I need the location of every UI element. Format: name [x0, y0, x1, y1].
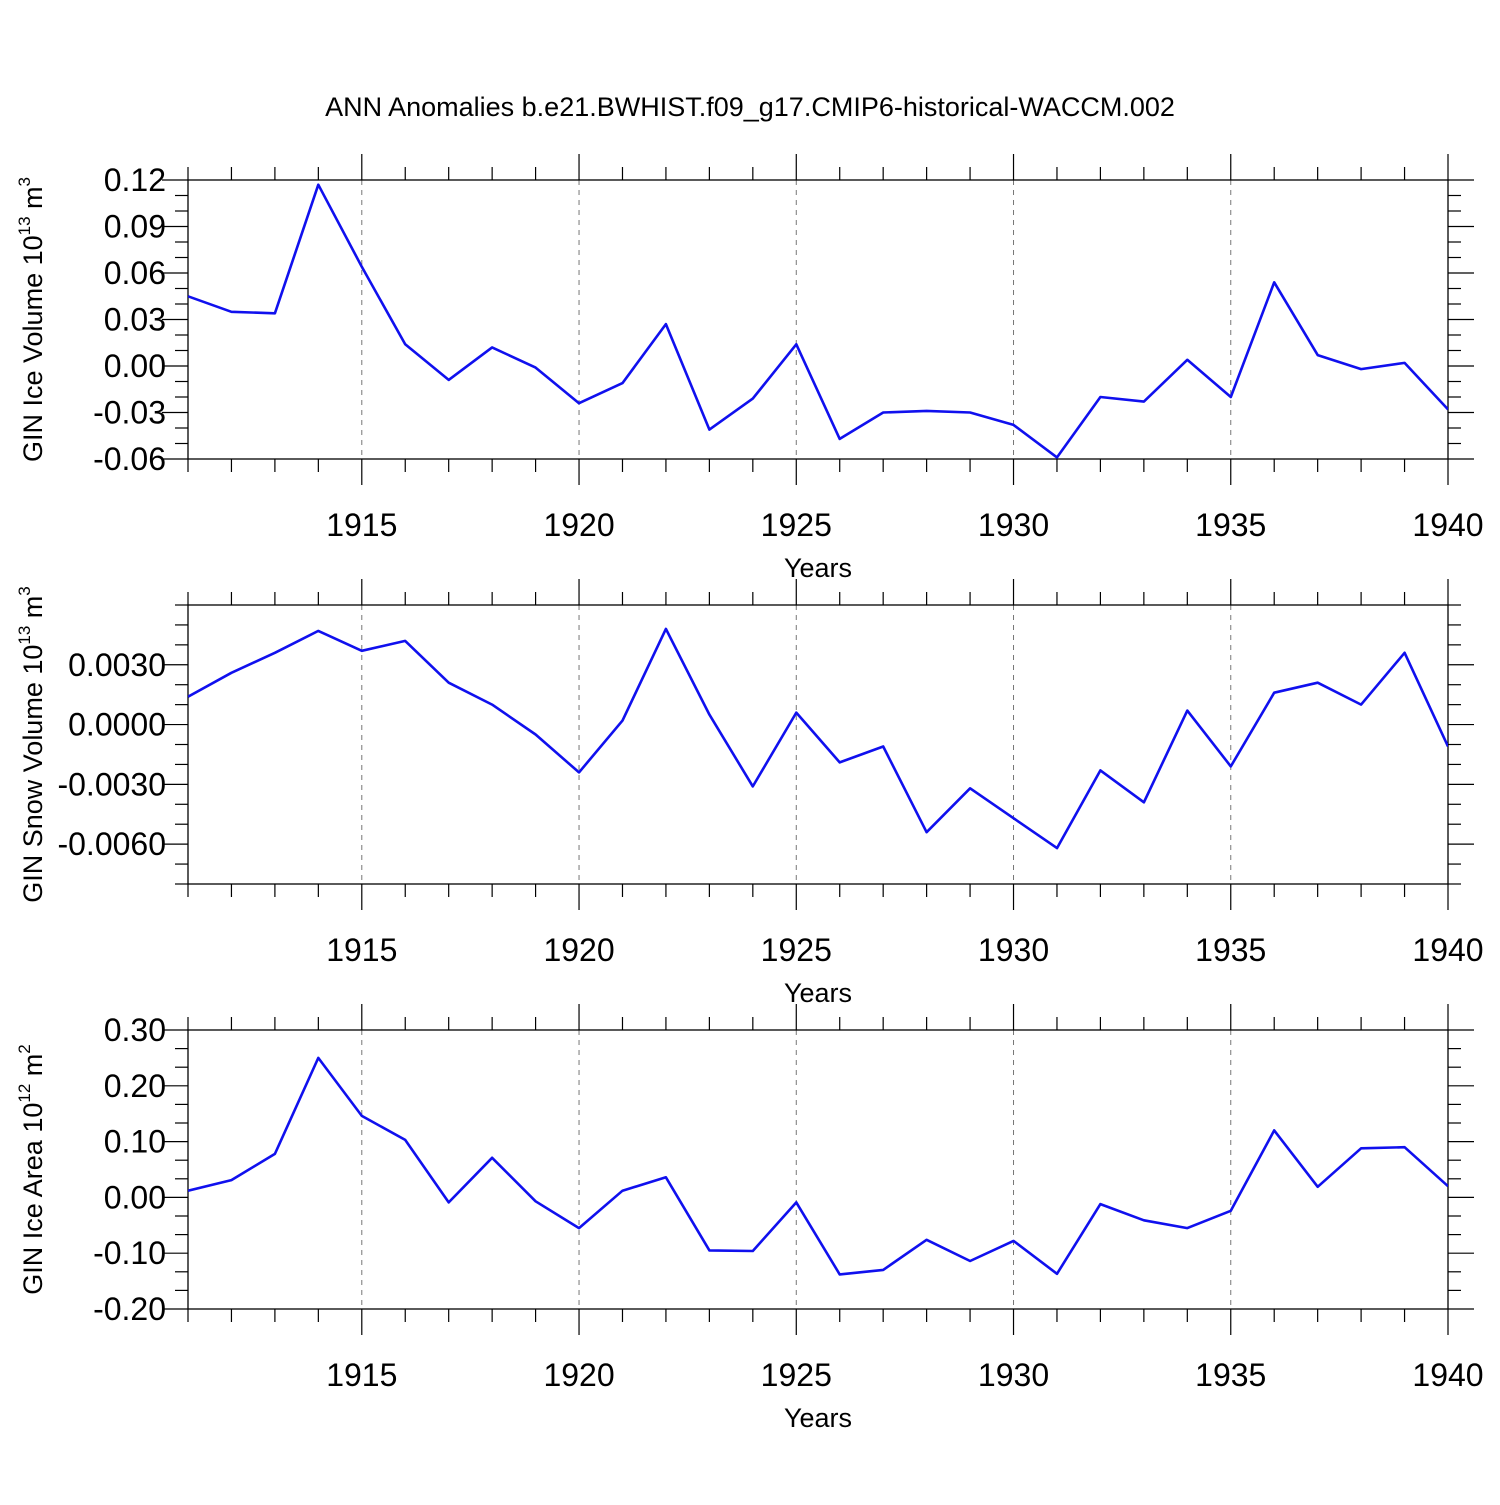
x-tick-label: 1940 [1412, 1357, 1483, 1393]
chart-panel-3: 0.30 0.20 0.10 0.00 -0.10 -0.20 1915 1920 1925 19… [15, 1004, 1484, 1433]
y-tick-label: -0.0060 [57, 826, 166, 862]
y-tick-label: -0.0030 [57, 766, 166, 802]
y-tick-label: -0.20 [93, 1291, 166, 1327]
y-tick-label: 0.0000 [68, 707, 166, 743]
y-tick-label: 0.20 [104, 1068, 166, 1104]
series-line [188, 629, 1448, 848]
x-axis-label: Years [784, 1403, 852, 1433]
y-tick-label: -0.03 [93, 395, 166, 431]
y-tick-label: 0.00 [104, 348, 166, 384]
x-tick-label: 1920 [543, 1357, 614, 1393]
x-tick-label: 1930 [978, 932, 1049, 968]
x-tick-label: 1940 [1412, 507, 1483, 543]
x-tick-label: 1925 [761, 932, 832, 968]
x-tick-label: 1930 [978, 1357, 1049, 1393]
y-tick-label: 0.09 [104, 209, 166, 245]
y-tick-label: 0.12 [104, 162, 166, 198]
x-tick-label: 1915 [326, 932, 397, 968]
series-line [188, 185, 1448, 458]
y-tick-label: 0.06 [104, 255, 166, 291]
chart-panel-2: 0.0030 0.0000 -0.0030 -0.0060 1915 1920 1925 19… [15, 579, 1484, 1008]
y-tick-label: 0.00 [104, 1179, 166, 1215]
x-tick-label: 1925 [761, 507, 832, 543]
y-tick-label: 0.10 [104, 1124, 166, 1160]
x-tick-label: 1920 [543, 932, 614, 968]
x-tick-label: 1940 [1412, 932, 1483, 968]
figure-title: ANN Anomalies b.e21.BWHIST.f09_g17.CMIP6… [325, 92, 1175, 122]
y-tick-label: -0.06 [93, 441, 166, 477]
x-axis-label: Years [784, 553, 852, 583]
y-tick-label: 0.03 [104, 302, 166, 338]
x-tick-label: 1915 [326, 507, 397, 543]
series-line [188, 1058, 1448, 1275]
x-tick-label: 1935 [1195, 1357, 1266, 1393]
chart-panel-1: 0.12 0.09 0.06 0.03 0.00 -0.03 -0.06 1915 1920 19… [15, 154, 1484, 583]
x-tick-label: 1935 [1195, 932, 1266, 968]
x-tick-label: 1925 [761, 1357, 832, 1393]
x-tick-label: 1930 [978, 507, 1049, 543]
panels: 0.12 0.09 0.06 0.03 0.00 -0.03 -0.06 1915 1920 19… [15, 154, 1484, 1433]
y-tick-label: 0.0030 [68, 647, 166, 683]
y-axis-label: GIN Ice Area 1012 m2 [15, 1044, 48, 1295]
x-tick-label: 1935 [1195, 507, 1266, 543]
x-axis-label: Years [784, 978, 852, 1008]
y-tick-label: -0.10 [93, 1235, 166, 1271]
y-tick-label: 0.30 [104, 1012, 166, 1048]
x-tick-label: 1915 [326, 1357, 397, 1393]
y-axis-label: GIN Ice Volume 1013 m3 [15, 177, 48, 462]
x-tick-label: 1920 [543, 507, 614, 543]
y-axis-label: GIN Snow Volume 1013 m3 [15, 586, 48, 903]
plot-frame [188, 1030, 1448, 1309]
